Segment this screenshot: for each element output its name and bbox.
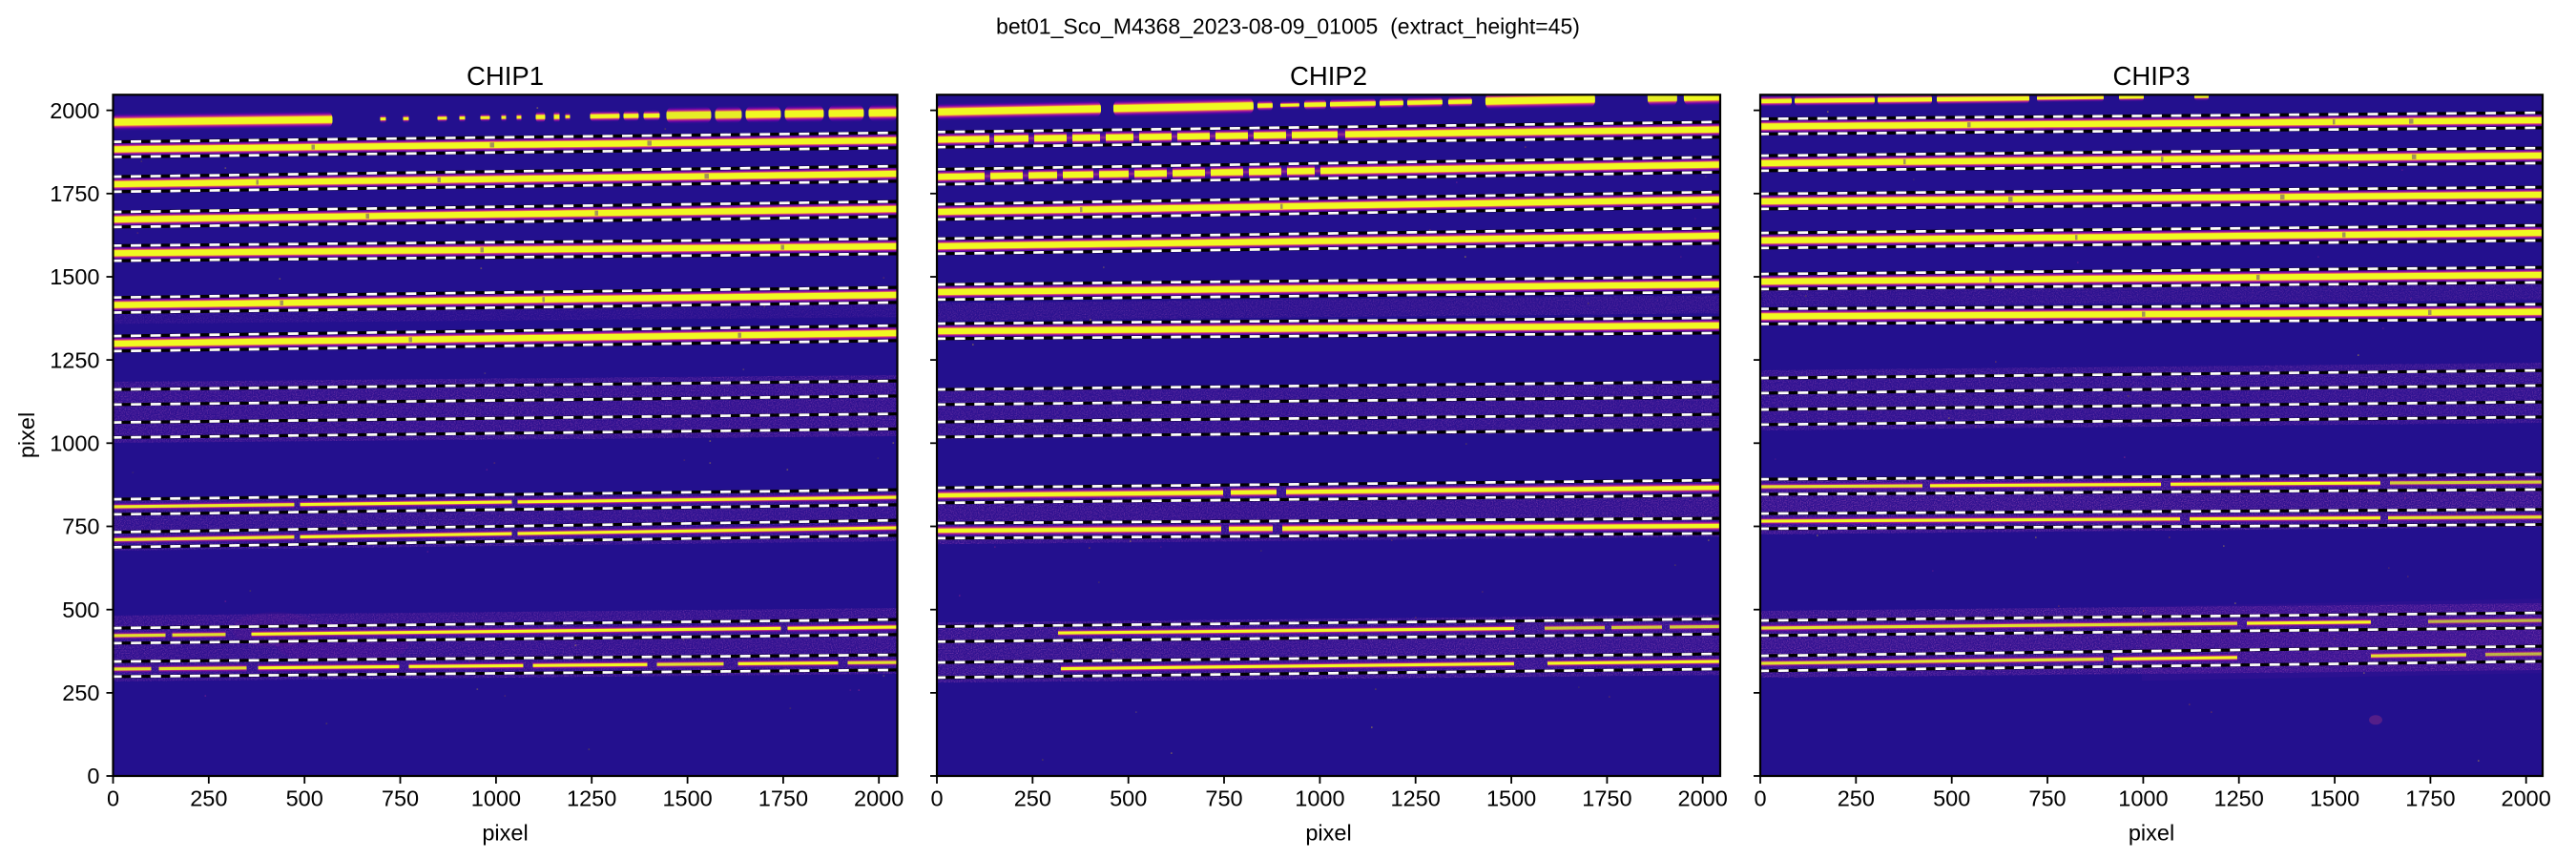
svg-text:2000: 2000: [2502, 786, 2551, 811]
svg-text:1000: 1000: [1295, 786, 1344, 811]
svg-text:500: 500: [62, 597, 99, 622]
svg-text:0: 0: [87, 764, 99, 788]
svg-text:250: 250: [1838, 786, 1875, 811]
svg-text:750: 750: [382, 786, 419, 811]
svg-text:250: 250: [1014, 786, 1051, 811]
svg-text:CHIP1: CHIP1: [467, 61, 544, 91]
svg-text:2000: 2000: [1678, 786, 1728, 811]
svg-text:1750: 1750: [50, 181, 99, 206]
svg-text:750: 750: [1205, 786, 1242, 811]
svg-text:1250: 1250: [2214, 786, 2264, 811]
svg-text:1500: 1500: [662, 786, 712, 811]
svg-text:250: 250: [190, 786, 227, 811]
svg-text:750: 750: [62, 514, 99, 539]
svg-text:1000: 1000: [471, 786, 521, 811]
svg-text:1000: 1000: [2118, 786, 2168, 811]
svg-text:0: 0: [930, 786, 943, 811]
svg-text:pixel: pixel: [1305, 821, 1351, 846]
svg-text:250: 250: [62, 681, 99, 705]
svg-text:1500: 1500: [50, 264, 99, 289]
svg-text:1750: 1750: [758, 786, 808, 811]
svg-text:bet01_Sco_M4368_2023-08-09_010: bet01_Sco_M4368_2023-08-09_01005 (extrac…: [996, 14, 1580, 39]
svg-text:500: 500: [1110, 786, 1147, 811]
svg-text:0: 0: [1754, 786, 1766, 811]
svg-text:1750: 1750: [1582, 786, 1631, 811]
svg-text:1000: 1000: [50, 431, 99, 456]
svg-text:1250: 1250: [567, 786, 616, 811]
svg-text:1750: 1750: [2405, 786, 2455, 811]
svg-text:1250: 1250: [1391, 786, 1441, 811]
svg-text:CHIP3: CHIP3: [2113, 61, 2191, 91]
svg-text:750: 750: [2028, 786, 2066, 811]
svg-text:pixel: pixel: [482, 821, 528, 846]
svg-text:CHIP2: CHIP2: [1290, 61, 1367, 91]
svg-text:1500: 1500: [1486, 786, 1536, 811]
svg-text:2000: 2000: [50, 98, 99, 123]
svg-text:pixel: pixel: [2129, 821, 2174, 846]
svg-text:2000: 2000: [854, 786, 904, 811]
svg-text:1250: 1250: [50, 347, 99, 372]
svg-text:pixel: pixel: [14, 412, 39, 458]
svg-text:1500: 1500: [2310, 786, 2359, 811]
svg-text:500: 500: [1933, 786, 1970, 811]
svg-text:0: 0: [107, 786, 119, 811]
svg-text:500: 500: [286, 786, 323, 811]
